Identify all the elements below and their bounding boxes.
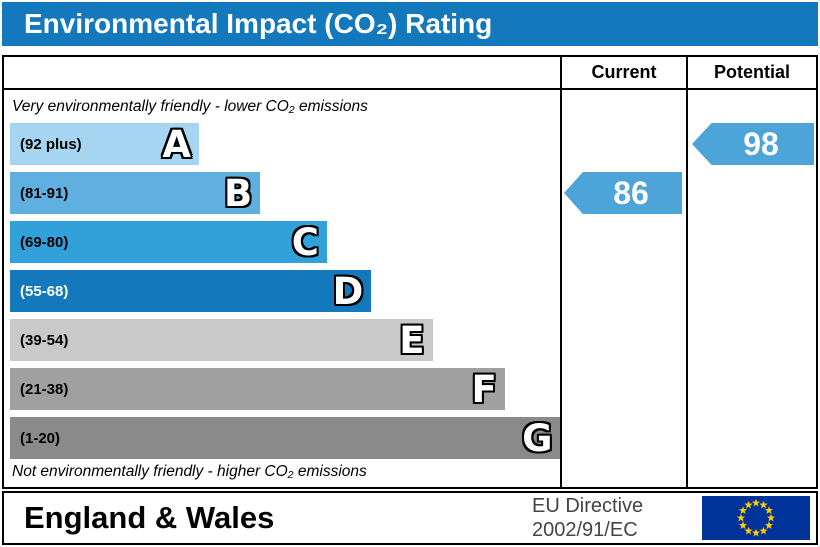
column-header-potential: Potential	[713, 62, 790, 82]
band-bar-f: (21-38) F	[10, 368, 505, 411]
eu-flag-star	[759, 500, 768, 509]
band-row-g: (1-20) G	[4, 417, 561, 460]
header-divider	[4, 88, 816, 90]
band-range-label: (81-91)	[20, 184, 69, 202]
potential-rating-value: 98	[743, 125, 779, 162]
band-row-c: (69-80) C	[4, 221, 560, 264]
eu-directive-label: EU Directive 2002/91/EC	[532, 494, 643, 542]
column-divider-current	[560, 57, 562, 487]
eu-flag-stars	[736, 498, 776, 537]
eu-flag-star	[738, 506, 748, 514]
current-rating-value: 86	[613, 174, 649, 211]
band-letter: B	[223, 172, 253, 215]
eu-flag-star	[764, 506, 774, 514]
band-bar-e: (39-54) E	[10, 319, 433, 362]
band-range-label: (1-20)	[20, 429, 61, 447]
band-chart: Very environmentally friendly - lower CO…	[4, 90, 561, 487]
column-divider-potential	[686, 57, 688, 487]
band-row-f: (21-38) F	[4, 368, 560, 411]
current-rating-arrow: 86	[564, 172, 682, 214]
band-bar-d: (55-68) D	[10, 270, 372, 313]
eu-flag-star	[736, 513, 746, 522]
band-rows: (92 plus) A (81-91) B (69-80) C (55-68) D (39-54…	[4, 116, 561, 460]
band-letter: D	[332, 270, 364, 313]
rating-table: Current Potential Very environmentally f…	[2, 55, 818, 489]
band-bar-c: (69-80) C	[10, 221, 327, 264]
eu-flag-star	[764, 521, 774, 529]
eu-flag-star	[759, 526, 768, 535]
region-label: England & Wales	[24, 500, 275, 535]
scale-note-bottom: Not environmentally friendly - higher CO…	[12, 463, 367, 480]
band-range-label: (92 plus)	[20, 135, 82, 153]
band-range-label: (21-38)	[20, 380, 69, 398]
footer-bar: England & Wales EU Directive 2002/91/EC	[2, 491, 818, 545]
band-row-a: (92 plus) A	[4, 123, 560, 166]
eu-directive-line1: EU Directive	[532, 495, 644, 517]
eu-flag-star	[751, 498, 761, 507]
column-header-current: Current	[591, 62, 657, 82]
band-letter: F	[471, 368, 497, 411]
band-range-label: (69-80)	[20, 233, 69, 251]
eu-flag-star	[738, 521, 748, 529]
band-range-label: (39-54)	[20, 331, 69, 349]
band-letter: C	[291, 221, 319, 264]
band-bar-a: (92 plus) A	[10, 123, 200, 166]
band-letter: E	[399, 319, 425, 362]
scale-note-top: Very environmentally friendly - lower CO…	[12, 98, 368, 115]
eu-flag-star	[751, 528, 761, 537]
eu-flag-star	[744, 500, 753, 509]
potential-rating-arrow: 98	[692, 123, 814, 165]
eu-flag-star	[744, 526, 753, 535]
eu-flag-star	[766, 513, 776, 522]
band-row-e: (39-54) E	[4, 319, 560, 362]
eu-directive-line2: 2002/91/EC	[532, 519, 638, 541]
band-letter: G	[522, 417, 553, 460]
page-title: Environmental Impact (CO₂) Rating	[2, 2, 818, 46]
band-bar-g: (1-20) G	[10, 417, 561, 460]
band-letter: A	[162, 123, 192, 166]
band-row-b: (81-91) B	[4, 172, 560, 215]
band-row-d: (55-68) D	[4, 270, 560, 313]
eu-flag-icon	[702, 496, 810, 540]
band-bar-b: (81-91) B	[10, 172, 261, 215]
band-range-label: (55-68)	[20, 282, 69, 300]
